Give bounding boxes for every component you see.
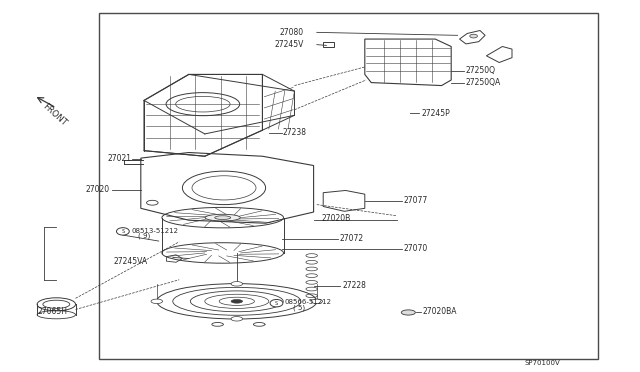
Text: S: S — [275, 301, 278, 306]
Text: 27070: 27070 — [403, 244, 428, 253]
Text: 27228: 27228 — [342, 281, 366, 290]
Text: 27245VA: 27245VA — [114, 257, 148, 266]
Text: 27250QA: 27250QA — [465, 78, 500, 87]
Ellipse shape — [151, 299, 163, 304]
Text: 27238: 27238 — [283, 128, 307, 137]
Text: 27020B: 27020B — [321, 214, 351, 223]
Text: ( 5): ( 5) — [293, 304, 305, 311]
Text: 27077: 27077 — [403, 196, 428, 205]
Ellipse shape — [212, 323, 223, 326]
Text: S: S — [122, 229, 124, 234]
Text: 27245V: 27245V — [275, 40, 304, 49]
Ellipse shape — [231, 299, 243, 303]
Text: 08513-51212: 08513-51212 — [131, 228, 178, 234]
Text: 27080: 27080 — [280, 28, 304, 37]
Ellipse shape — [205, 214, 240, 221]
Ellipse shape — [231, 282, 243, 286]
Text: 27245P: 27245P — [421, 109, 450, 118]
Text: SP70100V: SP70100V — [524, 360, 560, 366]
Ellipse shape — [253, 323, 265, 326]
Ellipse shape — [470, 34, 477, 38]
Ellipse shape — [311, 299, 323, 304]
Text: 27020BA: 27020BA — [422, 307, 457, 316]
Text: 08566-51212: 08566-51212 — [285, 299, 332, 305]
Circle shape — [270, 299, 283, 307]
Text: 27250Q: 27250Q — [465, 66, 495, 75]
Ellipse shape — [214, 216, 231, 219]
Text: 27072: 27072 — [339, 234, 364, 243]
Circle shape — [116, 228, 129, 235]
Text: 27021: 27021 — [107, 154, 131, 163]
Text: FRONT: FRONT — [40, 102, 68, 128]
Ellipse shape — [231, 317, 243, 321]
Text: ( 9): ( 9) — [138, 233, 150, 240]
Bar — [323, 42, 334, 46]
Text: 27020: 27020 — [86, 185, 110, 194]
Ellipse shape — [401, 310, 415, 315]
Text: 27065H: 27065H — [37, 307, 67, 316]
